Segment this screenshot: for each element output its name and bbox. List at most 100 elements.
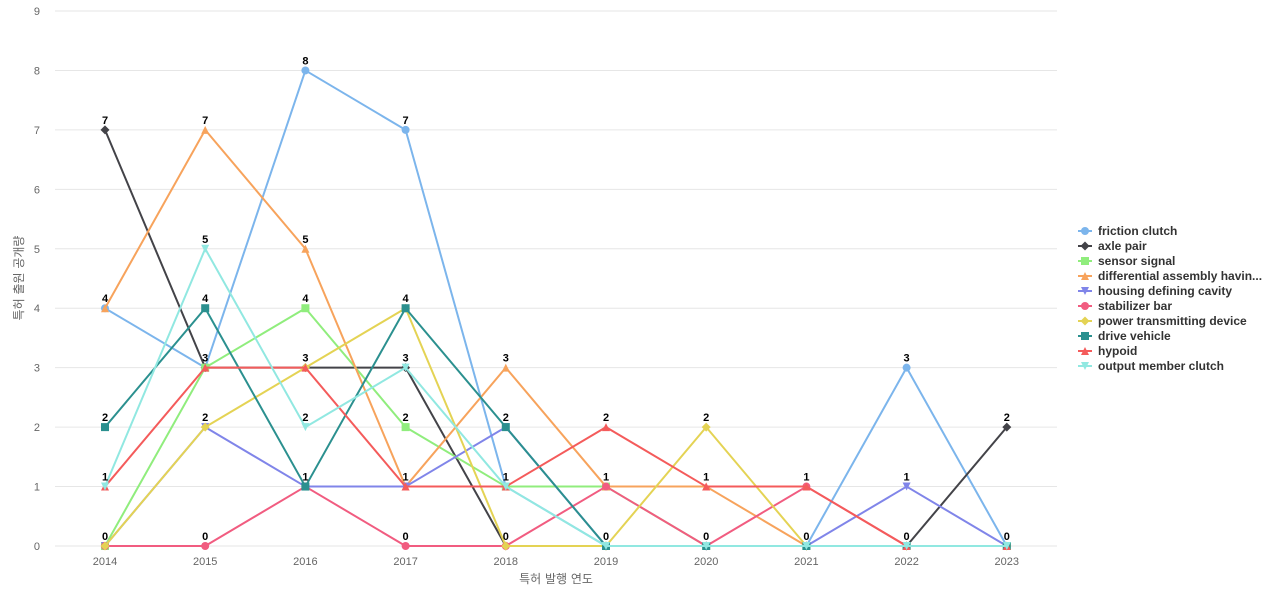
legend-item[interactable]: sensor signal (1078, 254, 1175, 268)
data-label: 0 (202, 531, 208, 543)
x-tick-label: 2014 (93, 556, 117, 568)
data-label: 1 (803, 472, 809, 484)
legend-item[interactable]: stabilizer bar (1078, 299, 1172, 313)
data-label: 0 (603, 531, 609, 543)
data-point (100, 125, 110, 135)
legend-label: output member clutch (1098, 359, 1224, 373)
data-point (201, 363, 210, 372)
data-label: 2 (503, 412, 509, 424)
data-label: 0 (904, 531, 910, 543)
data-label: 2 (202, 412, 208, 424)
data-label: 0 (403, 531, 409, 543)
data-point (902, 542, 911, 550)
data-label: 1 (904, 472, 910, 484)
series-line (104, 247, 1007, 547)
data-point (701, 422, 711, 432)
data-point (101, 423, 109, 432)
data-point (602, 482, 610, 491)
data-label: 7 (403, 115, 409, 127)
legend-label: sensor signal (1098, 254, 1175, 268)
data-point (201, 125, 210, 134)
legend-item[interactable]: drive vehicle (1078, 329, 1171, 343)
data-point (301, 363, 310, 372)
legend-marker-icon (1080, 241, 1090, 251)
y-tick-label: 0 (34, 541, 40, 553)
data-point (1002, 542, 1011, 550)
legend-label: hypoid (1098, 344, 1137, 358)
series-10 (101, 244, 1011, 550)
data-label: 2 (302, 412, 308, 424)
x-tick-label: 2016 (293, 556, 317, 568)
data-point (501, 363, 510, 372)
y-tick-label: 3 (34, 363, 40, 375)
legend-label: stabilizer bar (1098, 299, 1172, 313)
data-point (501, 482, 510, 491)
data-label: 3 (503, 353, 509, 365)
grid-layer (55, 10, 1057, 547)
y-tick-label: 8 (34, 65, 40, 77)
data-point (301, 423, 310, 432)
legend-item[interactable]: differential assembly havin... (1078, 269, 1262, 283)
legend-item[interactable]: friction clutch (1078, 224, 1177, 238)
data-label: 3 (302, 353, 308, 365)
data-point (301, 244, 310, 253)
data-label: 2 (102, 412, 108, 424)
data-point (101, 482, 109, 491)
data-label: 1 (302, 472, 308, 484)
series-9 (101, 363, 1011, 550)
legend-item[interactable]: housing defining cavity (1078, 284, 1232, 298)
data-label: 8 (302, 55, 308, 67)
data-labels: 7 4 2 1 0 7 5 4 3 2 0 8 5 4 3 2 1 7 4 3 2 1 0 3 2 1 0 2 1 0 2 1 0 1 0 3 1 0 2 0 (102, 55, 1010, 543)
data-point (802, 482, 811, 491)
data-point (401, 542, 410, 550)
data-point (702, 482, 711, 491)
legend-item[interactable]: hypoid (1078, 344, 1137, 358)
data-point (301, 482, 310, 491)
legend-item[interactable]: axle pair (1078, 239, 1147, 253)
legend-marker-icon (1081, 272, 1089, 280)
data-label: 0 (703, 531, 709, 543)
data-label: 4 (302, 293, 309, 305)
data-label: 3 (904, 353, 910, 365)
legend-marker-icon (1081, 332, 1089, 340)
data-label: 3 (403, 353, 409, 365)
data-point (201, 304, 210, 313)
legend-item[interactable]: output member clutch (1078, 359, 1224, 373)
data-point (100, 541, 110, 551)
y-tick-label: 7 (34, 125, 40, 137)
y-axis-title: 특허 출원 공개량 (12, 236, 26, 321)
legend-label: housing defining cavity (1098, 284, 1232, 298)
legend-label: drive vehicle (1098, 329, 1171, 343)
y-tick-label: 4 (34, 303, 40, 315)
data-point (902, 363, 911, 372)
legend-item[interactable]: power transmitting device (1078, 314, 1247, 328)
x-axis-title: 특허 발행 연도 (519, 571, 593, 586)
data-label: 2 (403, 412, 409, 424)
x-tick-label: 2022 (894, 556, 918, 568)
data-label: 1 (503, 472, 509, 484)
data-point (902, 482, 911, 491)
x-tick-label: 2021 (794, 556, 818, 568)
legend-label: friction clutch (1098, 224, 1177, 238)
x-tick-label: 2017 (393, 556, 417, 568)
data-point (602, 423, 610, 432)
x-tick-label: 2015 (193, 556, 217, 568)
data-point (501, 541, 511, 551)
data-point (200, 422, 210, 432)
x-tick-label: 2023 (995, 556, 1019, 568)
x-tick-label: 2018 (494, 556, 518, 568)
legend-marker-icon (1081, 287, 1089, 295)
data-label: 2 (1004, 412, 1010, 424)
y-tick-label: 1 (34, 482, 40, 494)
y-tick-label: 6 (34, 184, 40, 196)
data-point (301, 304, 310, 313)
data-point (201, 244, 210, 253)
data-label: 7 (202, 115, 208, 127)
data-point (401, 125, 410, 134)
data-point (401, 423, 410, 432)
data-point (1002, 422, 1012, 432)
x-tick-label: 2020 (694, 556, 718, 568)
data-label: 0 (102, 531, 108, 543)
